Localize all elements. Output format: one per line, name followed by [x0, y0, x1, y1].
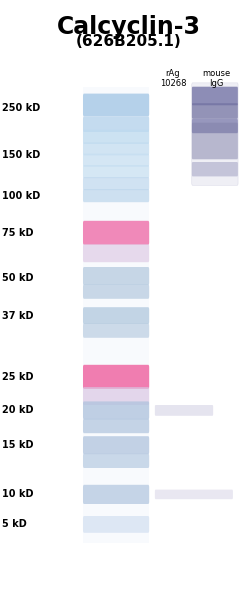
Text: 25 kD: 25 kD [2, 372, 34, 382]
Text: 37 kD: 37 kD [2, 311, 34, 320]
FancyBboxPatch shape [83, 454, 149, 468]
FancyBboxPatch shape [192, 122, 238, 159]
FancyBboxPatch shape [83, 221, 149, 245]
FancyBboxPatch shape [83, 177, 149, 190]
Bar [83, 87, 149, 543]
FancyBboxPatch shape [83, 387, 149, 405]
FancyBboxPatch shape [83, 323, 149, 338]
FancyBboxPatch shape [192, 83, 238, 185]
FancyBboxPatch shape [83, 165, 149, 178]
Text: 250 kD: 250 kD [2, 103, 41, 113]
Text: 15 kD: 15 kD [2, 440, 34, 450]
FancyBboxPatch shape [192, 119, 238, 133]
Text: 10 kD: 10 kD [2, 490, 34, 499]
FancyBboxPatch shape [83, 189, 149, 202]
FancyBboxPatch shape [83, 516, 149, 533]
Text: 100 kD: 100 kD [2, 191, 41, 200]
FancyBboxPatch shape [83, 419, 149, 433]
Text: 5 kD: 5 kD [2, 520, 27, 529]
FancyBboxPatch shape [83, 94, 149, 116]
Text: 150 kD: 150 kD [2, 150, 41, 160]
FancyBboxPatch shape [83, 116, 149, 132]
FancyBboxPatch shape [192, 86, 238, 106]
FancyBboxPatch shape [83, 485, 149, 504]
FancyBboxPatch shape [83, 130, 149, 144]
FancyBboxPatch shape [155, 490, 233, 499]
FancyBboxPatch shape [83, 142, 149, 155]
FancyBboxPatch shape [83, 284, 149, 299]
FancyBboxPatch shape [83, 244, 149, 262]
Text: mouse
IgG: mouse IgG [202, 69, 230, 88]
Text: 50 kD: 50 kD [2, 274, 34, 283]
Text: Calcyclin-3: Calcyclin-3 [57, 15, 200, 39]
FancyBboxPatch shape [192, 103, 238, 119]
FancyBboxPatch shape [83, 267, 149, 285]
FancyBboxPatch shape [83, 401, 149, 419]
FancyBboxPatch shape [155, 405, 213, 416]
FancyBboxPatch shape [192, 162, 238, 176]
FancyBboxPatch shape [83, 436, 149, 454]
Text: (626B205.1): (626B205.1) [76, 34, 181, 49]
Text: rAg
10268: rAg 10268 [160, 69, 186, 88]
FancyBboxPatch shape [83, 154, 149, 167]
FancyBboxPatch shape [83, 365, 149, 389]
Text: 20 kD: 20 kD [2, 406, 34, 415]
Text: 75 kD: 75 kD [2, 228, 34, 238]
FancyBboxPatch shape [83, 307, 149, 324]
